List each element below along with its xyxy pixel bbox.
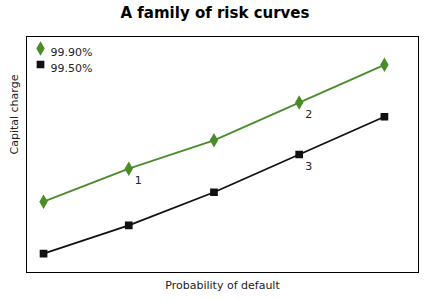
svg-text:2: 2 — [305, 108, 312, 121]
svg-text:3: 3 — [305, 160, 312, 173]
html-text:A family of risk curves: A family of risk curves — [120, 4, 310, 22]
svg-text:99.90%: 99.90% — [51, 46, 93, 59]
svg-text:Probability of default: Probability of default — [165, 279, 280, 292]
svg-text:99.50%: 99.50% — [51, 62, 93, 75]
svg-text:Capital charge: Capital charge — [8, 74, 21, 154]
svg-text:1: 1 — [135, 174, 142, 187]
